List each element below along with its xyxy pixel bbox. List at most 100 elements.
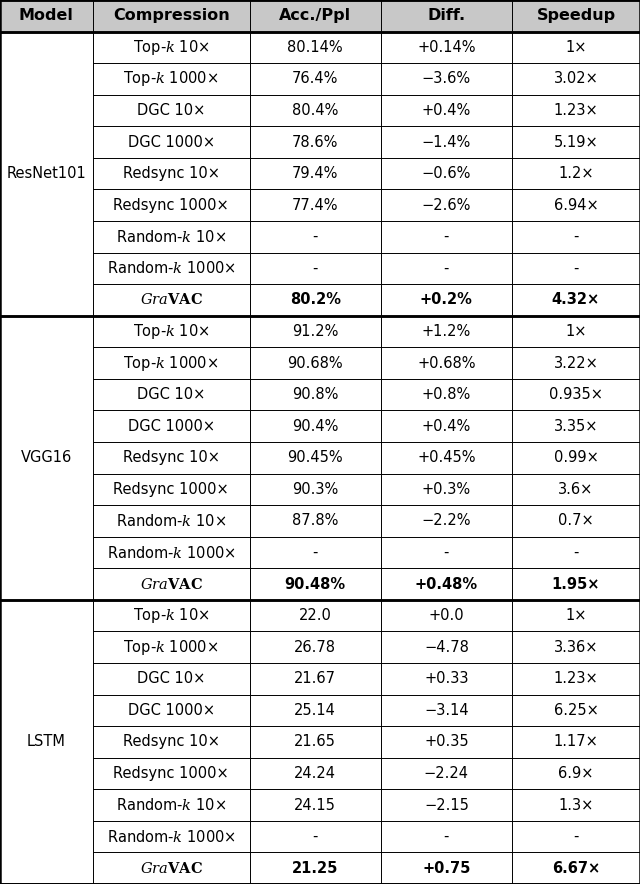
Text: Random-$k$ 10×: Random-$k$ 10× [116,797,227,813]
Text: 3.02×: 3.02× [554,72,598,87]
Text: 1.95×: 1.95× [552,576,600,591]
Text: −1.4%: −1.4% [422,134,471,149]
Text: 6.25×: 6.25× [554,703,598,718]
Text: -: - [444,261,449,276]
Text: 90.45%: 90.45% [287,450,343,465]
Text: 3.22×: 3.22× [554,355,598,370]
Text: −2.24: −2.24 [424,766,469,781]
Text: Redsync 10×: Redsync 10× [123,735,220,750]
Text: −2.6%: −2.6% [422,198,471,213]
Bar [0,0,640,32]
Text: ResNet101: ResNet101 [6,166,86,181]
Text: Top-$k$ 1000×: Top-$k$ 1000× [124,637,219,657]
Text: +0.0: +0.0 [429,608,464,623]
Text: −2.15: −2.15 [424,797,469,812]
Text: Random-$k$ 10×: Random-$k$ 10× [116,513,227,529]
Text: Random-$k$ 1000×: Random-$k$ 1000× [107,261,236,277]
Text: 90.4%: 90.4% [292,419,339,434]
Text: 0.99×: 0.99× [554,450,598,465]
Text: 0.7×: 0.7× [558,514,594,529]
Text: 80.14%: 80.14% [287,40,343,55]
Text: -: - [444,829,449,844]
Text: 22.0: 22.0 [299,608,332,623]
Text: -: - [573,545,579,560]
Text: +0.4%: +0.4% [422,103,471,118]
Text: 91.2%: 91.2% [292,324,339,339]
Text: Top-$k$ 1000×: Top-$k$ 1000× [124,354,219,372]
Text: -: - [573,829,579,844]
Text: Compression: Compression [113,8,230,23]
Text: Redsync 1000×: Redsync 1000× [113,766,229,781]
Text: −4.78: −4.78 [424,640,469,655]
Text: +0.8%: +0.8% [422,387,471,402]
Text: 5.19×: 5.19× [554,134,598,149]
Text: Top-$k$ 10×: Top-$k$ 10× [132,322,210,341]
Bar [0,600,640,884]
Text: 76.4%: 76.4% [292,72,339,87]
Text: Acc./Ppl: Acc./Ppl [279,8,351,23]
Text: Diff.: Diff. [428,8,465,23]
Text: 21.67: 21.67 [294,671,336,686]
Text: 26.78: 26.78 [294,640,336,655]
Text: 1×: 1× [565,608,587,623]
Text: DGC 1000×: DGC 1000× [127,703,215,718]
Bar [0,316,640,600]
Text: +0.68%: +0.68% [417,355,476,370]
Text: VGG16: VGG16 [20,450,72,465]
Text: 90.68%: 90.68% [287,355,343,370]
Text: 6.67×: 6.67× [552,861,600,876]
Text: 21.65: 21.65 [294,735,336,750]
Text: Random-$k$ 1000×: Random-$k$ 1000× [107,545,236,560]
Text: Speedup: Speedup [536,8,616,23]
Text: Redsync 10×: Redsync 10× [123,166,220,181]
Text: Top-$k$ 10×: Top-$k$ 10× [132,38,210,57]
Text: 1.23×: 1.23× [554,671,598,686]
Text: −3.6%: −3.6% [422,72,471,87]
Text: −2.2%: −2.2% [422,514,471,529]
Text: DGC 1000×: DGC 1000× [127,134,215,149]
Text: 3.36×: 3.36× [554,640,598,655]
Text: +0.3%: +0.3% [422,482,471,497]
Text: -: - [312,545,318,560]
Text: 21.25: 21.25 [292,861,339,876]
Text: 24.24: 24.24 [294,766,336,781]
Text: 1.2×: 1.2× [558,166,594,181]
Text: 80.4%: 80.4% [292,103,339,118]
Text: 1×: 1× [565,40,587,55]
Text: 3.6×: 3.6× [558,482,594,497]
Text: 1.17×: 1.17× [554,735,598,750]
Text: 1×: 1× [565,324,587,339]
Text: $\it{Gra}$$\bf{VAC}$: $\it{Gra}$$\bf{VAC}$ [140,293,203,308]
Text: 77.4%: 77.4% [292,198,339,213]
Text: 87.8%: 87.8% [292,514,339,529]
Text: +0.2%: +0.2% [420,293,473,308]
Text: 4.32×: 4.32× [552,293,600,308]
Bar [0,32,640,316]
Text: +0.35: +0.35 [424,735,468,750]
Text: 3.35×: 3.35× [554,419,598,434]
Text: Redsync 1000×: Redsync 1000× [113,482,229,497]
Text: DGC 10×: DGC 10× [137,671,205,686]
Text: +0.48%: +0.48% [415,576,478,591]
Text: Random-$k$ 10×: Random-$k$ 10× [116,229,227,245]
Text: 1.3×: 1.3× [558,797,594,812]
Text: 6.9×: 6.9× [558,766,594,781]
Text: Random-$k$ 1000×: Random-$k$ 1000× [107,828,236,844]
Text: LSTM: LSTM [27,735,66,750]
Text: $\it{Gra}$$\bf{VAC}$: $\it{Gra}$$\bf{VAC}$ [140,861,203,876]
Text: 24.15: 24.15 [294,797,336,812]
Text: -: - [573,229,579,244]
Text: 0.935×: 0.935× [549,387,603,402]
Text: Model: Model [19,8,74,23]
Text: Top-$k$ 10×: Top-$k$ 10× [132,606,210,625]
Text: -: - [444,229,449,244]
Text: +1.2%: +1.2% [422,324,471,339]
Text: +0.4%: +0.4% [422,419,471,434]
Text: Top-$k$ 1000×: Top-$k$ 1000× [124,70,219,88]
Text: DGC 10×: DGC 10× [137,103,205,118]
Text: -: - [312,829,318,844]
Text: -: - [312,261,318,276]
Text: -: - [573,261,579,276]
Text: −0.6%: −0.6% [422,166,471,181]
Text: +0.75: +0.75 [422,861,470,876]
